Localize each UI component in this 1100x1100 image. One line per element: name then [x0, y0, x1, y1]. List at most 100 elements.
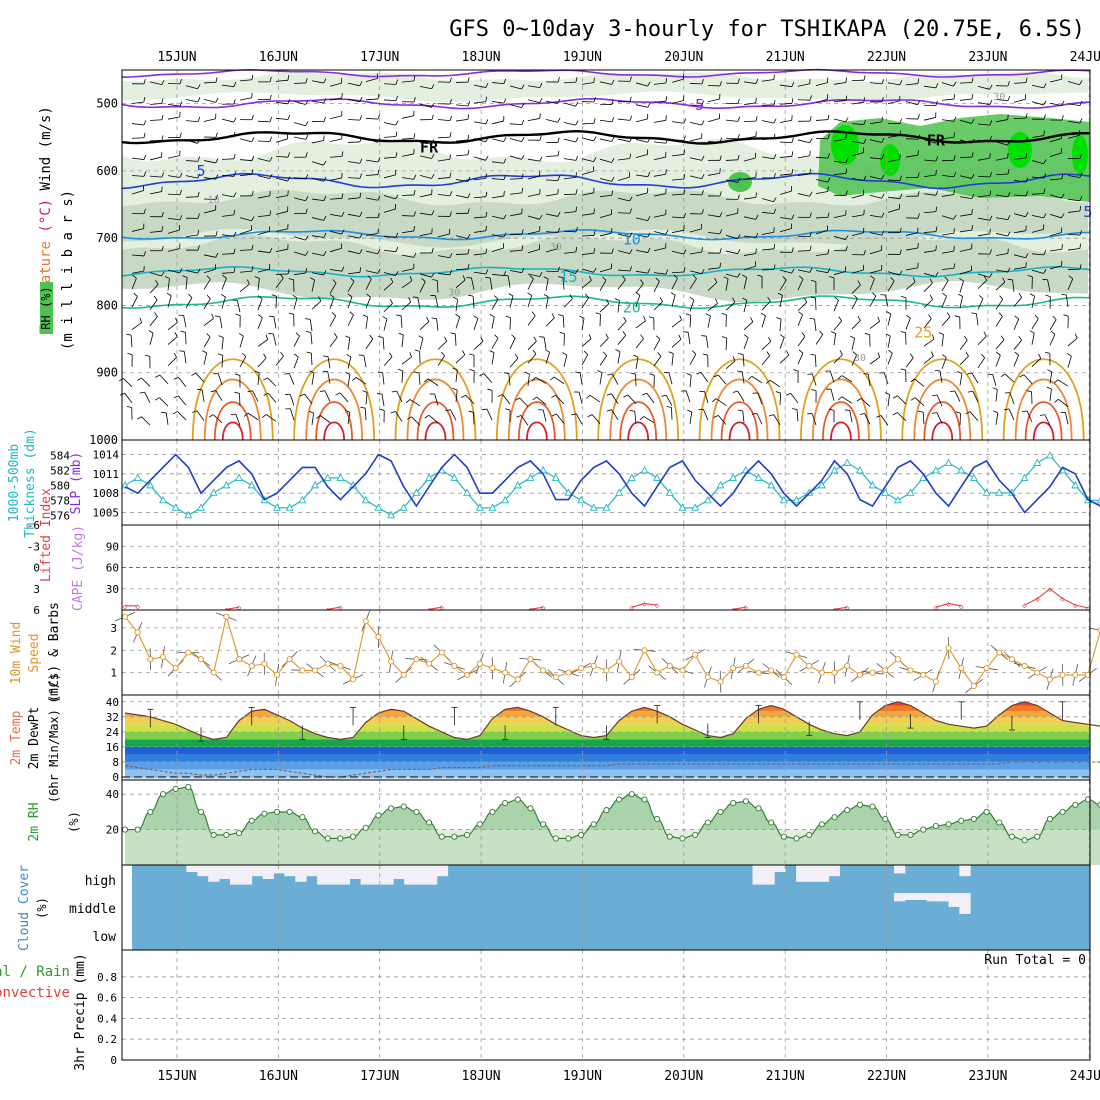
date-label: 18JUN [462, 1069, 501, 1084]
wind-barb [923, 318, 932, 329]
wind-barb [797, 353, 804, 365]
wind-barb [599, 138, 612, 142]
wind-barb [964, 336, 968, 341]
wind-barb [485, 119, 489, 124]
contour-label: 5 [197, 162, 206, 180]
wind-barb [527, 158, 540, 162]
wind-barb [288, 278, 294, 281]
wind-barb [316, 415, 321, 419]
wind-barb [221, 253, 235, 255]
wind-barb [971, 118, 975, 124]
wind-barb [829, 370, 835, 383]
wind-speed-marker [235, 656, 243, 663]
wind-barb [953, 116, 957, 122]
wind-barb [272, 333, 277, 346]
wind-barb [323, 176, 327, 182]
wind-barb [845, 134, 847, 140]
precip-tick-label: 0.2 [97, 1033, 117, 1046]
wind-barb [876, 415, 882, 418]
temperature-contour-35 [1024, 401, 1063, 441]
cloud-clear-segment [197, 865, 209, 877]
wind-barb [203, 99, 216, 103]
wind-barb [689, 299, 695, 312]
wind-barb [785, 393, 791, 396]
wind-barb [810, 353, 816, 356]
wind-barb [647, 247, 651, 253]
wind-barb [377, 228, 379, 234]
wind-barb [591, 414, 601, 425]
wind-barb [839, 350, 843, 355]
wind-barb [687, 332, 691, 345]
wind-speed-marker [641, 647, 648, 654]
wind-barb [287, 114, 291, 120]
rh-shading-30 [122, 71, 1088, 103]
wind-barb [707, 267, 720, 270]
rh-marker [666, 833, 673, 840]
wind-barb [917, 213, 920, 219]
wind-barb [922, 412, 925, 425]
wind-barb [543, 337, 547, 350]
wind-barb [455, 279, 466, 289]
wind-barb [647, 216, 651, 221]
wind-barb [779, 84, 792, 88]
wind-barb [1013, 213, 1026, 218]
wind-barb [841, 375, 853, 383]
wind-barb [959, 356, 969, 366]
thickness-ylabel: 1000-500mb [7, 444, 22, 522]
wind-barb [148, 330, 154, 334]
rh-marker [451, 833, 458, 840]
wind-barb [941, 296, 947, 308]
wind-speed-marker [159, 653, 167, 661]
lifted-index-marker: ◇ [743, 603, 748, 612]
wind-barb [467, 263, 470, 270]
wind-barb [833, 118, 846, 123]
thickness-marker [501, 495, 510, 504]
wind-barb [161, 172, 165, 178]
temperature-contour-35 [213, 401, 252, 441]
wind-barb [179, 189, 182, 195]
wind-barb [1061, 173, 1064, 179]
wind-barb [635, 249, 648, 253]
wind-barb [671, 154, 684, 157]
wind-barb [1045, 294, 1051, 297]
wind-barb [508, 373, 511, 386]
wind-barb [545, 119, 558, 123]
wind-barb [971, 225, 973, 231]
wind-barb [203, 198, 217, 200]
wind-barb [527, 215, 540, 220]
wind-barb [413, 133, 416, 139]
temperature-contour-40 [221, 421, 244, 441]
wind-barb [233, 81, 237, 87]
temperature-contour-30 [710, 378, 769, 441]
wind-barb [827, 177, 831, 183]
wind-barb [779, 102, 792, 105]
thickness-marker [893, 495, 902, 504]
wind-barb [877, 316, 880, 322]
wind-barb [701, 120, 705, 126]
rh-tick-label: 20 [106, 824, 119, 837]
wind-barb [1007, 248, 1009, 254]
wind-barb [905, 281, 916, 291]
wind-barb [450, 409, 457, 421]
wind-barb [569, 294, 573, 300]
wind-barb [167, 175, 180, 178]
wind-barb [725, 212, 738, 217]
wind-speed-marker [324, 660, 331, 667]
wind-barb [719, 248, 722, 254]
wind-barb [185, 234, 198, 237]
wind-barb [167, 155, 180, 159]
wind-barb [743, 196, 756, 200]
wind-barb [1014, 351, 1019, 356]
date-label: 21JUN [766, 1069, 805, 1084]
cloud-clear-segment [251, 865, 264, 877]
cloud-clear-segment [338, 865, 351, 885]
rh-marker [882, 815, 889, 823]
wind-barb [668, 351, 674, 354]
wind-barb [827, 153, 831, 159]
cloud-clear-segment [229, 865, 242, 885]
wind-barb [179, 101, 183, 107]
dewpoint-ylabel: 2m DewPt [27, 707, 42, 770]
wind-barb [929, 294, 933, 300]
wind-barb [1049, 265, 1062, 270]
